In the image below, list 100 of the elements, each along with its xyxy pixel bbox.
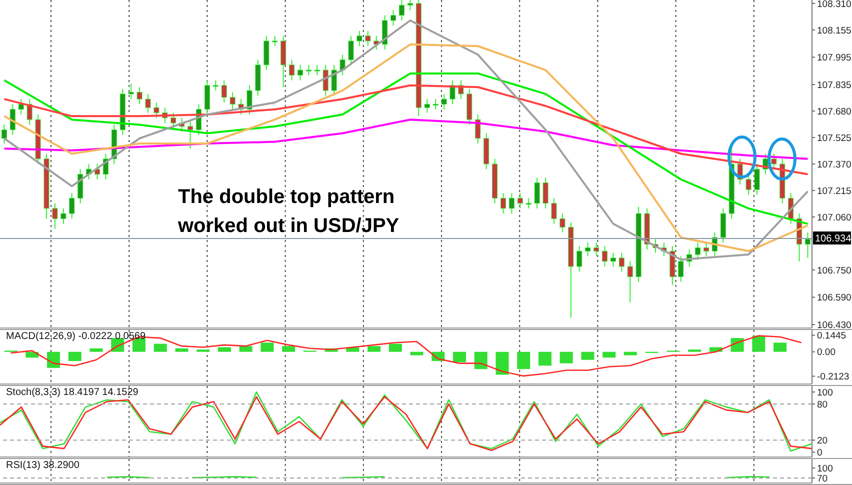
candlestick <box>678 256 684 282</box>
candlestick <box>348 35 354 66</box>
y-tick-label: 100 <box>817 463 833 474</box>
candlestick <box>145 93 151 114</box>
candlestick <box>551 198 557 224</box>
y-tick-label: 0.00 <box>817 347 836 358</box>
candlestick <box>356 30 362 47</box>
y-tick-label: 107.060 <box>817 212 852 224</box>
candlestick <box>322 64 328 96</box>
candlestick <box>382 14 388 50</box>
y-tick-label: 20 <box>817 436 828 447</box>
y-tick-label: 107.680 <box>817 106 852 118</box>
candlestick <box>60 208 66 224</box>
bar <box>602 352 616 358</box>
y-tick-label: -0.2123 <box>817 372 850 383</box>
candlestick <box>771 153 777 170</box>
bar <box>496 352 509 375</box>
y-tick-label: 106.750 <box>817 265 852 276</box>
candlestick <box>204 80 210 115</box>
y-tick-label: 100 <box>817 387 833 398</box>
candlestick <box>534 177 540 209</box>
candlestick <box>280 35 286 88</box>
y-tick-label: 106.590 <box>817 292 852 304</box>
y-tick-label: 106.430 <box>817 320 852 331</box>
candlestick <box>289 59 295 81</box>
bar <box>774 342 787 352</box>
ref-line-label: 106.934 <box>815 233 852 244</box>
bar <box>560 352 573 364</box>
candlestick <box>754 164 760 196</box>
bar <box>517 352 530 370</box>
candlestick <box>154 102 160 118</box>
bar <box>624 352 637 356</box>
y-tick-label: 107.995 <box>817 52 852 64</box>
candlestick <box>52 202 58 230</box>
candlestick <box>170 112 176 129</box>
candlestick <box>212 80 218 92</box>
bar <box>154 344 167 352</box>
bar <box>68 352 82 362</box>
candlestick <box>69 192 75 220</box>
y-tick-label: 107.525 <box>817 132 852 144</box>
candlestick <box>78 168 84 204</box>
bar <box>132 338 146 352</box>
candlestick <box>441 93 447 110</box>
bar <box>730 338 744 352</box>
bar <box>388 344 402 352</box>
candlestick <box>264 35 270 71</box>
y-tick-label: 70 <box>817 473 828 484</box>
candlestick <box>517 192 523 209</box>
candlestick <box>407 0 413 11</box>
candlestick <box>331 64 337 96</box>
y-tick-label: 0.1445 <box>817 330 846 342</box>
candlestick <box>594 242 600 257</box>
candlestick <box>230 92 236 110</box>
bar <box>282 346 296 352</box>
candlestick <box>1 124 7 144</box>
bar <box>538 352 552 366</box>
candlestick <box>610 252 616 267</box>
bar <box>368 346 381 352</box>
candlestick <box>365 30 371 47</box>
candlestick <box>221 80 227 103</box>
candlestick <box>398 0 404 21</box>
candlestick <box>500 192 506 214</box>
candlestick <box>618 252 624 272</box>
candlestick <box>542 177 548 209</box>
bar <box>752 336 766 352</box>
candlestick <box>340 54 346 76</box>
candlestick <box>246 84 252 115</box>
y-tick-label: 80 <box>817 399 828 410</box>
candlestick <box>128 83 134 100</box>
candlestick <box>424 98 430 114</box>
y-tick-label: 108.310 <box>817 0 852 10</box>
candlestick <box>508 192 514 214</box>
candlestick <box>576 246 582 272</box>
bar <box>175 348 188 352</box>
bar <box>90 348 103 352</box>
y-tick-label: 107.215 <box>817 186 852 197</box>
candlestick <box>188 120 194 150</box>
candlestick <box>314 64 320 76</box>
candlestick <box>18 98 24 115</box>
y-tick-label: 108.155 <box>817 25 852 36</box>
candlestick <box>746 174 752 196</box>
candlestick <box>602 246 608 267</box>
candlestick <box>703 242 709 257</box>
candlestick <box>695 242 701 260</box>
line-series <box>3 118 809 160</box>
candlestick <box>306 64 312 76</box>
y-tick-label: 107.835 <box>817 80 852 91</box>
candlestick <box>136 86 142 105</box>
bar <box>581 352 594 360</box>
candlestick <box>526 198 532 209</box>
candlestick <box>585 242 591 257</box>
bar <box>47 352 60 368</box>
candlestick <box>720 208 726 244</box>
chart-title: Stoch(8,3,3) 18.4197 14.1529 <box>5 387 140 398</box>
candlestick <box>390 10 396 26</box>
bar <box>218 347 231 352</box>
candlestick <box>560 213 566 233</box>
bar <box>453 352 466 362</box>
annotation: The double top pattern worked out in USD/JPY <box>178 185 400 239</box>
bar <box>474 352 488 370</box>
